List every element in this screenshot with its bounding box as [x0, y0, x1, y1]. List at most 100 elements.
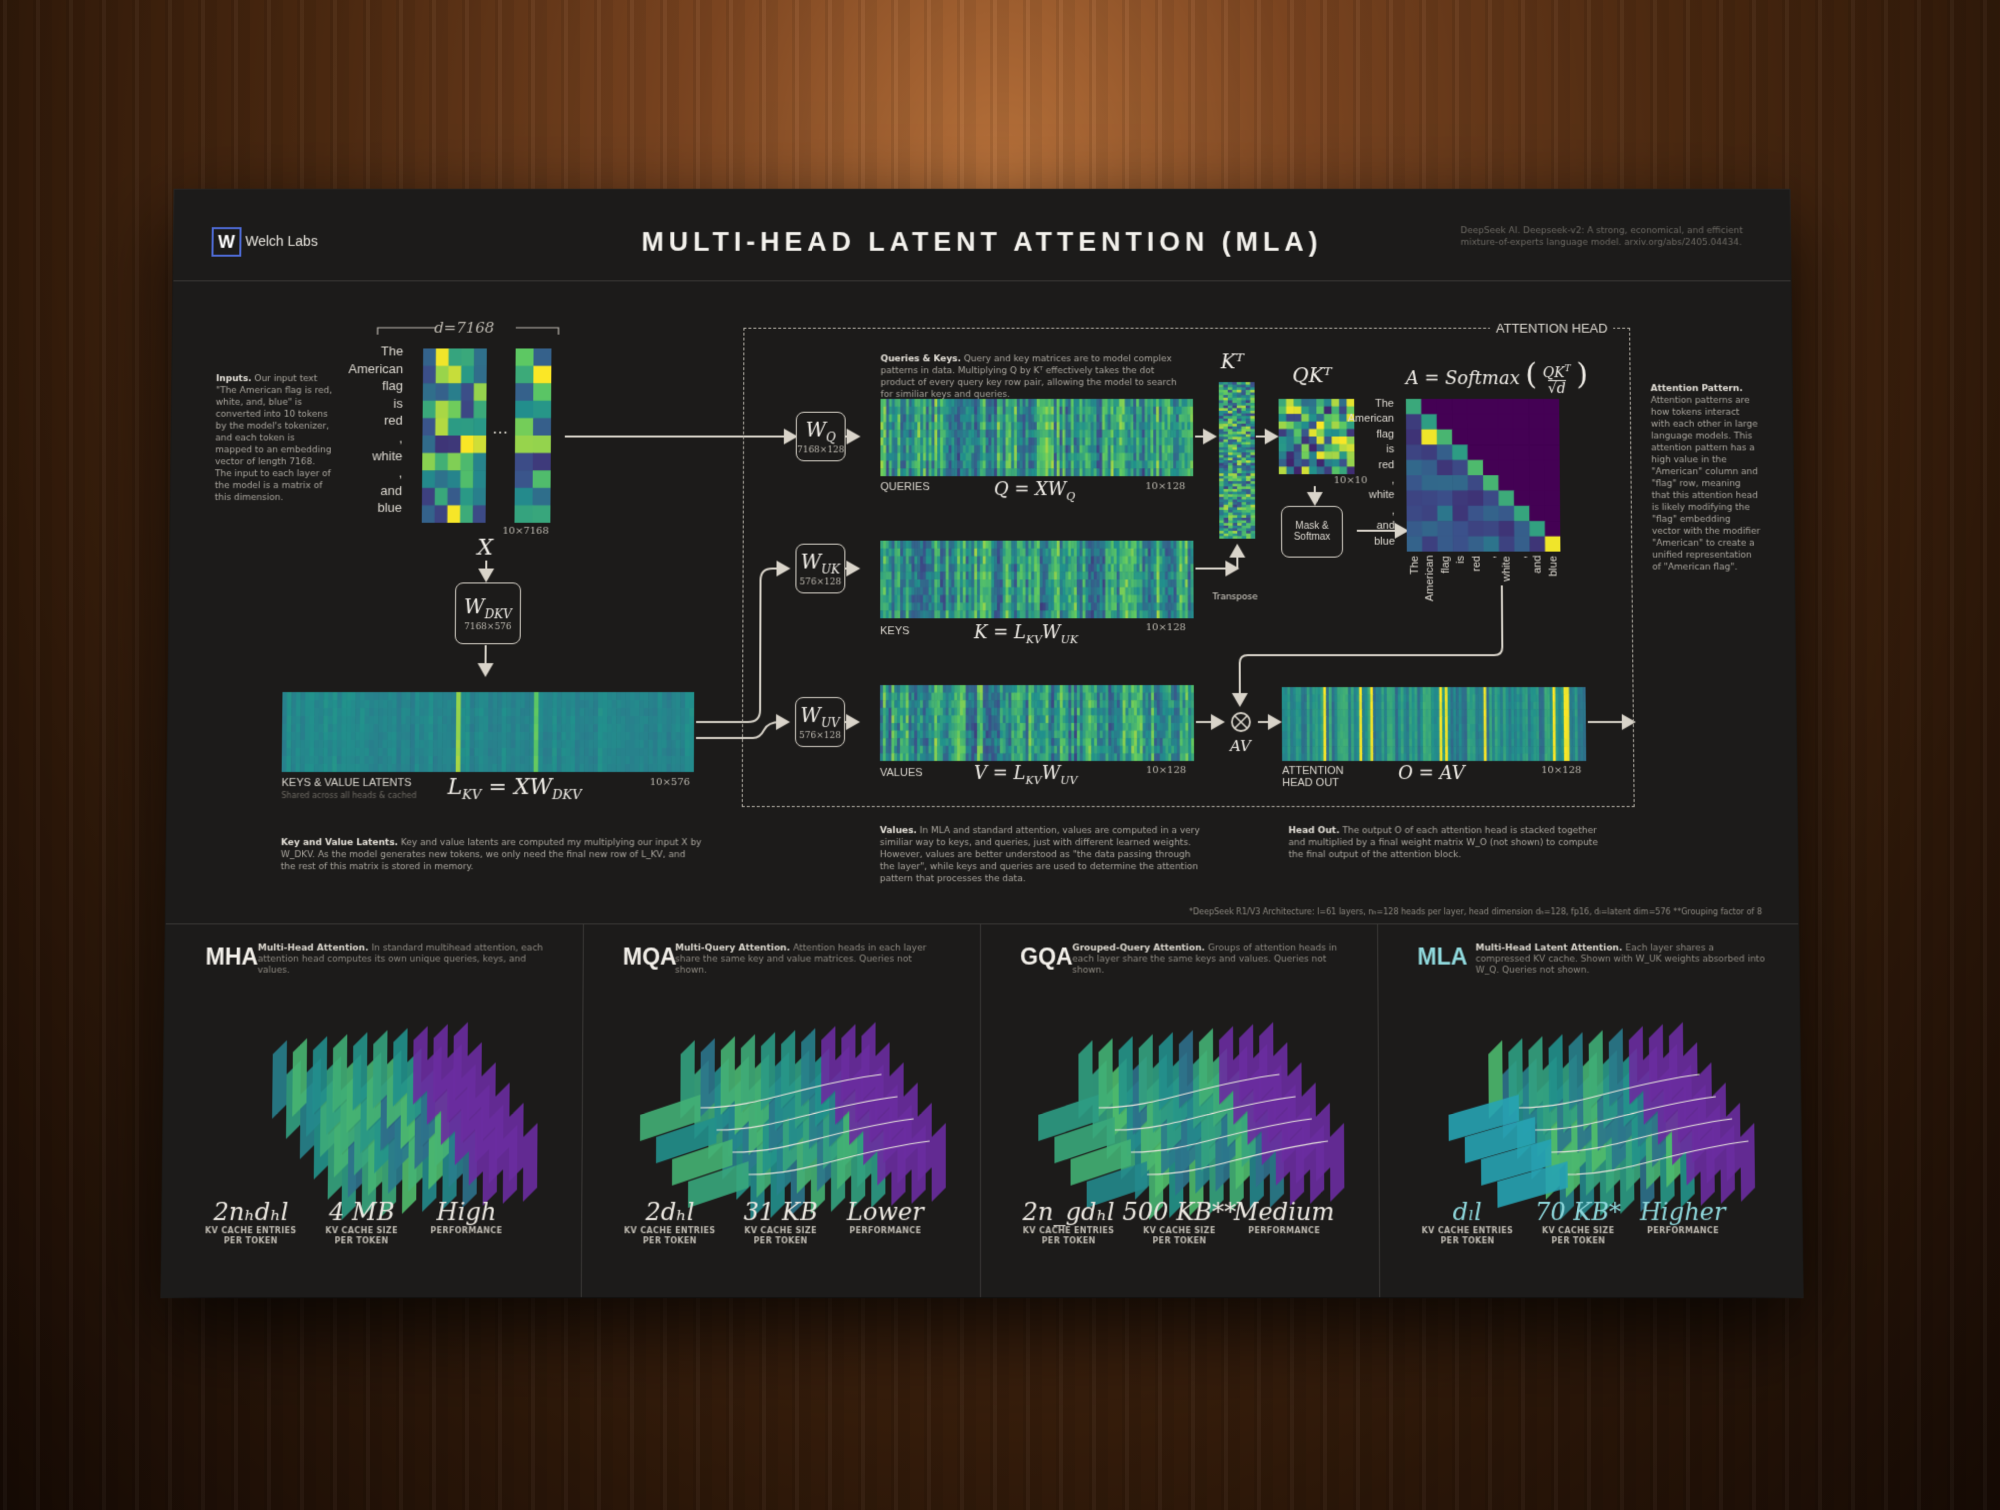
queries-matrix — [880, 398, 1194, 477]
panel-stat-gqa-0: 2n_gdₕl KV CACHE ENTRIES PER TOKEN — [1008, 1198, 1129, 1247]
panel-subtitle-bold: Multi-Query Attention. — [675, 943, 794, 954]
mask-label: Mask & — [1295, 520, 1329, 532]
stack-illustration-mha — [272, 1021, 538, 1221]
panel-title-gqa: GQA — [1020, 943, 1073, 970]
matmul-x-line2 — [1234, 715, 1248, 729]
stat-label: PERFORMANCE — [1646, 1226, 1719, 1236]
panel-stat-gqa-2: Medium PERFORMANCE — [1224, 1198, 1345, 1237]
input-token-2: flag — [382, 378, 404, 394]
pattern-row-token-8: and — [1376, 520, 1395, 533]
stat-value: 500 KB** — [1122, 1197, 1237, 1227]
stat-label: KV CACHE SIZE — [744, 1226, 817, 1236]
poster: W Welch Labs MULTI-HEAD LATENT ATTENTION… — [161, 190, 1802, 1297]
headout-note-title: Head Out. — [1288, 826, 1340, 837]
stat-label: PERFORMANCE — [1248, 1226, 1321, 1236]
stat-value: Medium — [1233, 1197, 1335, 1227]
pattern-row-token-6: white — [1368, 489, 1395, 502]
hm-x1-cells — [421, 348, 487, 523]
panel-subtitle-bold: Multi-Head Latent Attention. — [1475, 943, 1626, 954]
input-token-5: , — [398, 430, 403, 446]
panel-stat-mha-0: 2nₕdₕl KV CACHE ENTRIES PER TOKEN — [190, 1198, 311, 1247]
pattern-col-token-9: blue — [1547, 555, 1560, 577]
panel-subtitle-bold: Grouped-Query Attention. — [1072, 943, 1209, 954]
queries-label: QUERIES — [880, 481, 930, 494]
flow-arrows — [166, 190, 1798, 926]
arrow-latents-to-wuv — [696, 714, 791, 740]
ellipsis: … — [492, 418, 509, 438]
stat-value: Lower — [846, 1197, 924, 1227]
attention-pattern-note: Attention Pattern. Attention patterns ar… — [1651, 383, 1763, 573]
softmax-equation: A = Softmax ( QKT √d ) — [1405, 357, 1589, 397]
panel-stat-mqa-1: 31 KB KV CACHE SIZE PER TOKEN — [720, 1198, 841, 1247]
keys-label: KEYS — [880, 625, 910, 638]
stat-label: KV CACHE ENTRIES — [624, 1226, 716, 1236]
hm-kt-cells — [1218, 382, 1256, 539]
wuv-box: WUV 576×128 — [794, 697, 846, 747]
qkt-label: QKᵀ — [1292, 363, 1332, 388]
stack-illustration-gqa — [1038, 1021, 1345, 1221]
values-note-title: Values. — [879, 826, 917, 837]
values-matrix — [879, 685, 1195, 761]
input-token-0: The — [380, 343, 404, 359]
panel-subtitle-bold: Multi-Head Attention. — [257, 943, 372, 954]
pattern-row-token-7: , — [1391, 504, 1395, 517]
pattern-col-token-8: and — [1531, 555, 1544, 574]
stat-label: KV CACHE SIZE — [1143, 1226, 1216, 1236]
qkt-matrix — [1278, 398, 1355, 475]
hm-o-cells — [1281, 687, 1587, 761]
latents-note-title: Key and Value Latents. — [280, 838, 399, 849]
stack-illustration-mla — [1448, 1021, 1756, 1221]
input-shape: 10×7168 — [502, 525, 549, 537]
pattern-row-token-2: flag — [1376, 428, 1395, 441]
stat-label: PER TOKEN — [1041, 1236, 1096, 1246]
latents-note: Key and Value Latents. Key and value lat… — [281, 837, 702, 873]
stat-value: 70 KB* — [1534, 1197, 1622, 1227]
stat-label: PERFORMANCE — [430, 1226, 503, 1236]
hm-q-cells — [880, 398, 1194, 477]
panel-stat-mla-0: dₗl KV CACHE ENTRIES PER TOKEN — [1407, 1198, 1528, 1247]
values-shape: 10×128 — [1146, 764, 1187, 776]
pattern-row-token-4: red — [1378, 458, 1395, 471]
panel-title-mla: MLA — [1417, 943, 1468, 970]
softmax-paren-close: ) — [1576, 357, 1589, 392]
stat-label: KV CACHE ENTRIES — [1022, 1226, 1115, 1236]
input-token-7: , — [398, 465, 403, 481]
pattern-row-token-0: The — [1375, 397, 1395, 410]
pattern-row-token-3: is — [1386, 443, 1395, 456]
input-matrix-right — [514, 348, 552, 523]
keys-matrix — [880, 540, 1194, 619]
stat-label: KV CACHE SIZE — [1541, 1226, 1615, 1236]
panel-mqa: MQA Multi-Query Attention. Attention head… — [580, 923, 980, 1298]
input-token-8: and — [380, 482, 403, 498]
pattern-row-token-1: American — [1347, 413, 1395, 426]
queries-keys-note: Queries & Keys. Query and key matrices a… — [881, 353, 1189, 400]
wq-box: WQ 7168×128 — [795, 411, 846, 462]
keys-equation: K = LKVWUK — [974, 622, 1078, 646]
softmax-eq-text: A = Softmax — [1405, 368, 1520, 390]
stat-label: KV CACHE ENTRIES — [205, 1226, 297, 1236]
wuk-shape: 576×128 — [799, 577, 842, 588]
stat-label: PER TOKEN — [1152, 1236, 1207, 1246]
panel-mha: MHA Multi-Head Attention. In standard mul… — [161, 923, 583, 1297]
stack-illustration-mqa — [640, 1021, 946, 1221]
inputs-note-title: Inputs. — [215, 374, 252, 385]
panel-subtitle-mha: Multi-Head Attention. In standard multih… — [258, 943, 545, 976]
stat-label: PER TOKEN — [1440, 1236, 1495, 1246]
panel-stat-mla-2: Higher PERFORMANCE — [1622, 1198, 1743, 1237]
panel-subtitle-mqa: Multi-Query Attention. Attention heads i… — [675, 943, 942, 976]
stat-value: Higher — [1639, 1197, 1726, 1227]
input-token-3: is — [393, 395, 403, 411]
head-out-label-line1: ATTENTION — [1282, 764, 1344, 777]
wq-shape: 7168×128 — [796, 445, 845, 456]
head-out-matrix — [1281, 687, 1587, 761]
kt-label: Kᵀ — [1220, 349, 1244, 374]
mask-softmax-box: Mask & Softmax — [1280, 505, 1344, 558]
pattern-column-labels: The American flag is red, white, and blue — [1407, 556, 1561, 616]
panel-title-mha: MHA — [205, 943, 259, 970]
stat-value: 2nₕdₕl — [213, 1197, 289, 1227]
pattern-col-token-0: The — [1408, 555, 1421, 575]
stat-value: 2dₕl — [645, 1197, 695, 1227]
pattern-col-token-1: American — [1424, 555, 1437, 602]
wuk-symbol: WUK — [800, 549, 841, 577]
av-label: AV — [1229, 737, 1251, 755]
